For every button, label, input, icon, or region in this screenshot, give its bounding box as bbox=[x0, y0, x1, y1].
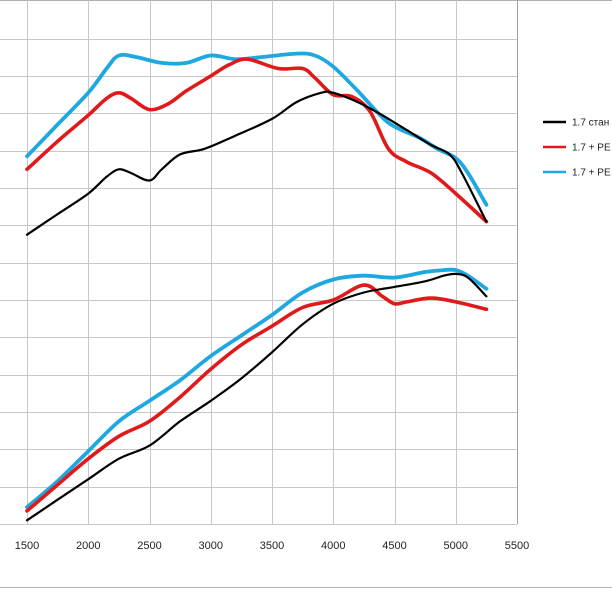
x-tick-label: 2500 bbox=[137, 540, 161, 552]
legend: 1.7 стан 1.7 + РЕ 1.7 + РЕ bbox=[543, 118, 611, 179]
series-line-lower bbox=[25, 283, 489, 513]
series-line-lower bbox=[25, 267, 489, 510]
x-tick-label: 5500 bbox=[505, 540, 529, 552]
x-tick-label: 3000 bbox=[199, 540, 223, 552]
x-axis-tick-labels: 1500 2000 2500 3000 3500 4000 4500 5000 5500 bbox=[15, 540, 529, 552]
data-series bbox=[25, 51, 489, 522]
series-line-upper bbox=[25, 57, 489, 224]
x-tick-label: 2000 bbox=[76, 540, 100, 552]
chart-frame bbox=[0, 0, 612, 588]
series-line-upper bbox=[25, 90, 488, 236]
x-tick-label: 5000 bbox=[444, 540, 468, 552]
legend-label: 1.7 стан bbox=[572, 118, 609, 129]
x-tick-label: 4500 bbox=[382, 540, 406, 552]
x-tick-label: 4000 bbox=[321, 540, 345, 552]
series-line-lower bbox=[25, 272, 488, 522]
legend-label: 1.7 + РЕ bbox=[572, 143, 611, 154]
x-tick-label: 3500 bbox=[260, 540, 284, 552]
plot-grid bbox=[0, 0, 518, 525]
legend-label: 1.7 + РЕ bbox=[572, 168, 611, 179]
x-tick-label: 1500 bbox=[15, 540, 39, 552]
